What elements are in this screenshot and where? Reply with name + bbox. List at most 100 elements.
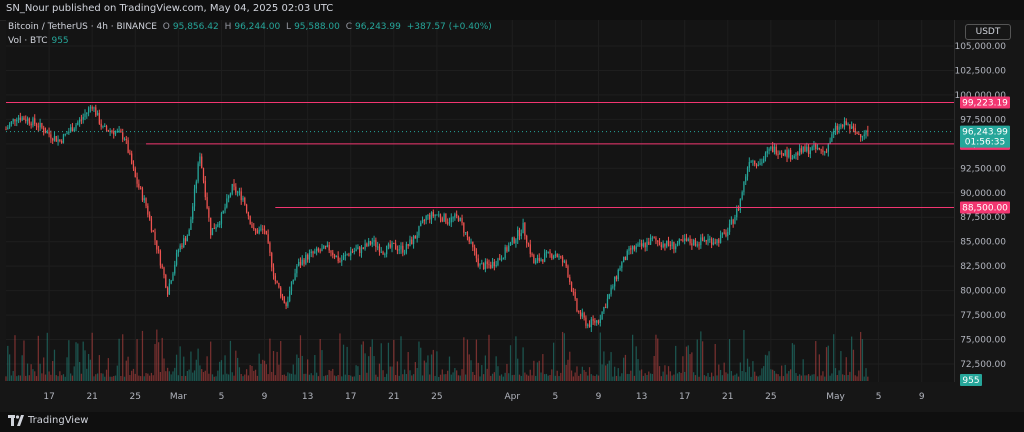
volume-bar <box>8 354 11 381</box>
volume-bar <box>382 370 384 381</box>
volume-bar <box>394 375 397 381</box>
volume-bar <box>10 375 13 381</box>
candle-body <box>554 254 557 257</box>
candle-body <box>700 237 702 246</box>
symbol-title[interactable]: Bitcoin / TetherUS · 4h · BINANCE <box>8 22 157 32</box>
candle-body <box>19 117 21 121</box>
candle-body <box>802 146 804 153</box>
candle-body <box>159 250 162 266</box>
candle-body <box>393 242 395 244</box>
volume-bar <box>784 364 786 381</box>
candle-body <box>310 251 312 254</box>
volume-bar <box>360 344 363 381</box>
volume-bar <box>764 354 767 381</box>
candle-body <box>30 123 32 126</box>
volume-bar <box>129 375 131 381</box>
candle-body <box>317 248 320 251</box>
x-tick-label: 9 <box>596 392 602 402</box>
volume-bar <box>425 362 427 381</box>
candle-body <box>163 267 165 276</box>
volume-bar <box>644 373 646 381</box>
volume-bar <box>585 371 587 381</box>
candle-body <box>545 251 548 254</box>
candle-body <box>842 125 844 127</box>
volume-bar <box>816 376 819 381</box>
volume-bar <box>398 375 400 381</box>
volume-bar <box>55 375 57 381</box>
volume-bar <box>71 375 74 381</box>
candle-body <box>353 251 355 253</box>
candle-body <box>368 240 370 246</box>
candle-body <box>369 240 372 245</box>
candle-body <box>12 119 14 122</box>
candle-body <box>260 228 262 230</box>
volume-bar <box>272 350 275 381</box>
candle-body <box>283 296 285 304</box>
volume-bar <box>73 366 75 381</box>
volume-bar <box>391 366 393 381</box>
candle-body <box>583 313 585 318</box>
volume-bar <box>718 364 720 381</box>
candle-body <box>585 317 587 326</box>
candle-body <box>204 180 206 198</box>
volume-bar <box>280 341 282 381</box>
volume-bar <box>134 373 136 381</box>
price-axis <box>955 20 1024 382</box>
volume-bar <box>150 372 153 381</box>
volume-bar <box>682 356 684 381</box>
volume-legend[interactable]: Vol · BTC 955 <box>8 36 69 46</box>
candle-body <box>346 254 348 256</box>
volume-label: Vol · BTC <box>8 36 48 46</box>
candle-body <box>292 279 294 282</box>
currency-button[interactable]: USDT <box>965 24 1011 40</box>
candle-body <box>651 237 653 239</box>
candle-body <box>734 217 736 224</box>
volume-bar <box>89 359 92 381</box>
volume-bar <box>513 374 515 381</box>
candle-body <box>7 127 9 130</box>
candle-body <box>364 243 366 249</box>
volume-bar <box>529 369 531 381</box>
volume-tag <box>960 374 982 386</box>
volume-bar <box>174 367 176 381</box>
volume-bar <box>26 363 29 381</box>
candle-body <box>549 251 551 254</box>
candle-body <box>421 220 424 223</box>
candle-body <box>809 150 811 155</box>
candle-body <box>615 276 618 280</box>
candle-body <box>565 261 567 267</box>
candle-body <box>465 232 467 234</box>
volume-bar <box>470 360 472 381</box>
volume-bar <box>147 373 149 381</box>
candle-body <box>705 240 707 242</box>
candle-body <box>134 168 136 178</box>
volume-bar <box>825 347 828 381</box>
volume-bar <box>438 376 440 381</box>
candle-body <box>387 244 390 246</box>
volume-bar <box>206 356 208 381</box>
volume-bar <box>797 375 799 381</box>
volume-bar <box>781 365 783 381</box>
candle-body <box>736 208 738 218</box>
volume-bar <box>608 360 610 381</box>
tradingview-logo[interactable]: TradingView <box>8 415 88 426</box>
candle-body <box>28 118 30 124</box>
volume-bar <box>380 343 382 381</box>
candle-body <box>851 126 853 129</box>
candle-body <box>800 148 803 153</box>
candle-body <box>617 269 619 280</box>
plot-area[interactable] <box>6 20 955 382</box>
candle-body <box>416 235 418 239</box>
volume-bar <box>197 348 199 381</box>
volume-bar <box>694 375 697 381</box>
candle-body <box>16 119 18 122</box>
volume-bar <box>755 375 758 381</box>
candle-body <box>233 183 235 187</box>
volume-bar <box>518 374 521 381</box>
volume-bar <box>265 364 267 381</box>
candle-body <box>32 118 34 126</box>
candle-body <box>721 232 724 235</box>
candle-body <box>502 258 504 260</box>
symbol-legend[interactable]: Bitcoin / TetherUS · 4h · BINANCE O 95,85… <box>8 22 492 32</box>
